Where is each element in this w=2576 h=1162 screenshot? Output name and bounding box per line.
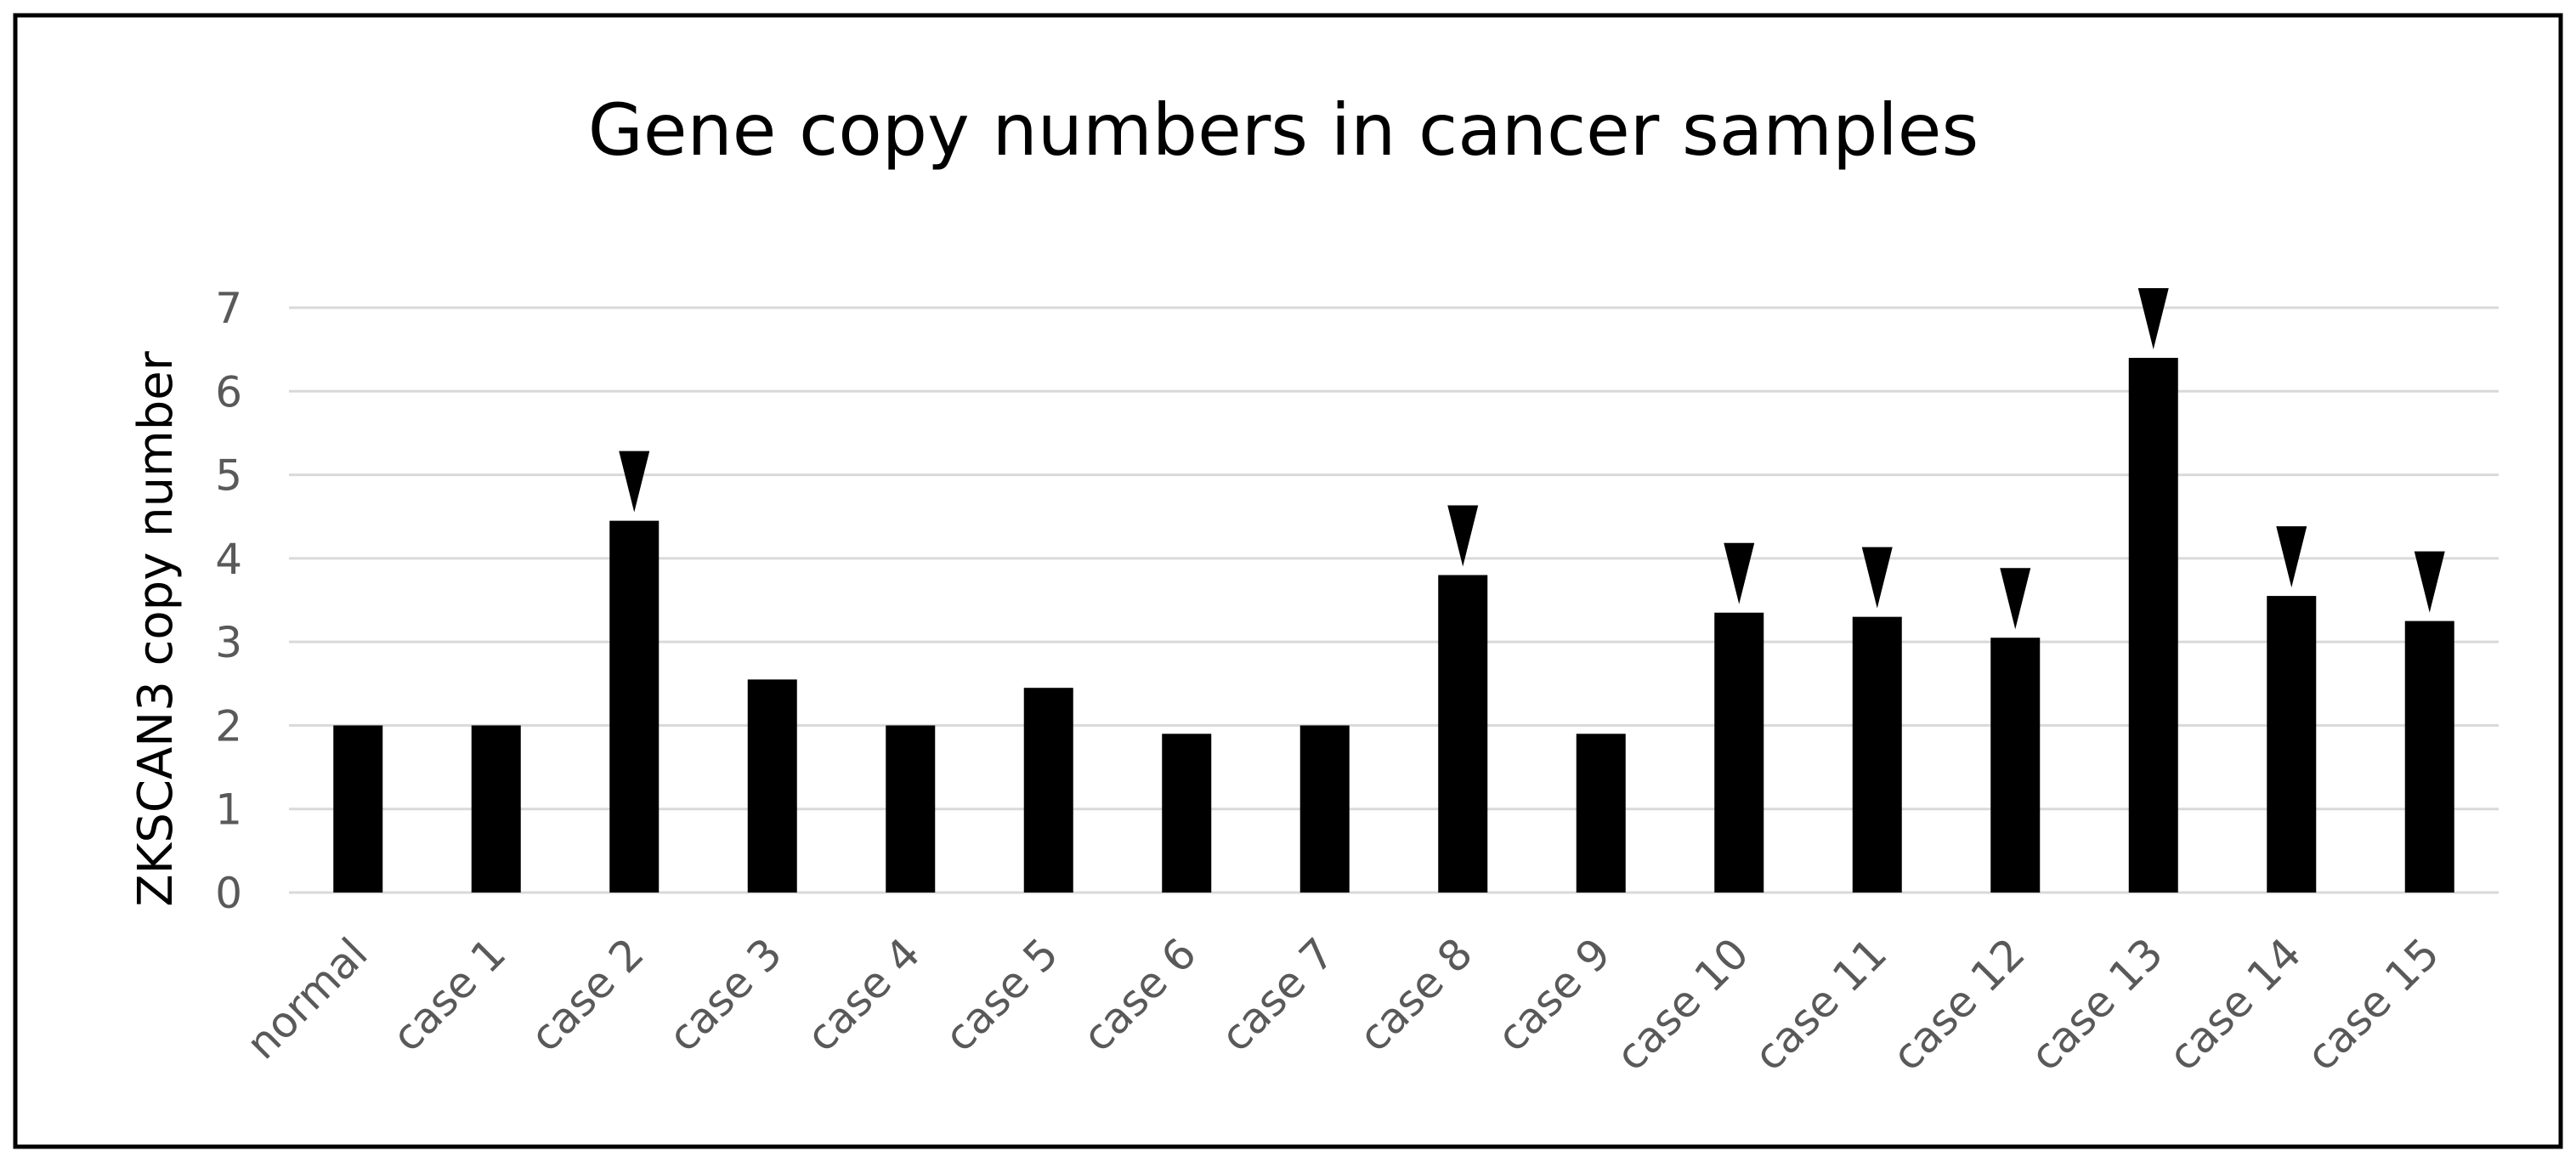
bar bbox=[1576, 734, 1626, 893]
bar bbox=[1438, 575, 1488, 893]
arrow-markers bbox=[619, 287, 2445, 630]
y-tick-label: 4 bbox=[215, 535, 242, 584]
bar bbox=[1023, 688, 1073, 893]
bar bbox=[2404, 621, 2454, 893]
arrowhead-marker bbox=[1861, 547, 1893, 609]
bar bbox=[333, 725, 383, 893]
y-tick-label: 1 bbox=[215, 785, 242, 835]
y-tick-label: 5 bbox=[215, 451, 242, 501]
bar bbox=[471, 725, 521, 893]
arrowhead-marker bbox=[619, 451, 650, 513]
arrowhead-marker bbox=[2276, 526, 2307, 588]
bars bbox=[333, 357, 2454, 893]
bar bbox=[1714, 612, 1764, 893]
bar bbox=[609, 520, 660, 893]
arrowhead-marker bbox=[2414, 551, 2445, 613]
bar bbox=[747, 679, 797, 893]
y-axis-title: ZKSCAN3 copy number bbox=[128, 350, 184, 906]
chart-title: Gene copy numbers in cancer samples bbox=[588, 88, 1979, 172]
bar bbox=[886, 725, 936, 893]
bar bbox=[1990, 638, 2041, 893]
y-tick-labels: 0 1 2 3 4 5 6 7 bbox=[215, 284, 242, 918]
y-tick-label: 2 bbox=[215, 701, 242, 751]
arrowhead-marker bbox=[2000, 568, 2031, 630]
bar bbox=[2128, 357, 2178, 893]
bar bbox=[2267, 596, 2317, 893]
bar bbox=[1299, 725, 1350, 893]
y-tick-label: 0 bbox=[215, 869, 242, 918]
arrowhead-marker bbox=[2137, 287, 2169, 349]
y-tick-label: 7 bbox=[215, 284, 242, 333]
bar bbox=[1162, 734, 1212, 893]
arrowhead-marker bbox=[1724, 542, 1755, 604]
y-tick-label: 6 bbox=[215, 367, 242, 417]
y-tick-label: 3 bbox=[215, 618, 242, 667]
bar bbox=[1852, 616, 1902, 893]
arrowhead-marker bbox=[1447, 505, 1479, 567]
